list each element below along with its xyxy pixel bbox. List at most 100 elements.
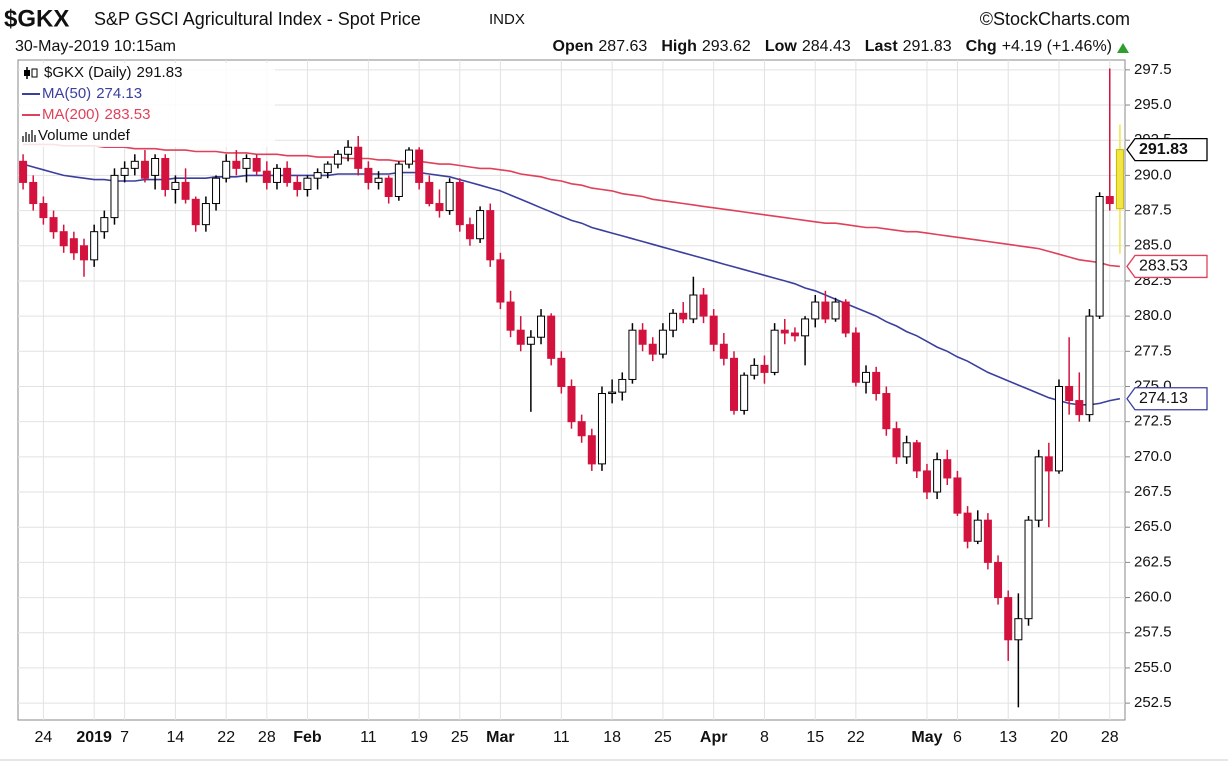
y-tick-label: 255.0 bbox=[1134, 659, 1172, 676]
legend-icon bbox=[28, 134, 30, 142]
candle-body bbox=[303, 177, 312, 190]
legend-icon bbox=[34, 135, 36, 142]
candle-body bbox=[740, 374, 749, 411]
x-tick-label: 18 bbox=[603, 729, 621, 746]
candle-body bbox=[100, 217, 109, 233]
candle-body bbox=[252, 158, 261, 172]
y-tick-label: 272.5 bbox=[1134, 413, 1172, 430]
x-tick-label: 22 bbox=[217, 729, 235, 746]
quote-value: 291.83 bbox=[903, 38, 952, 55]
y-tick-label: 277.5 bbox=[1134, 342, 1172, 359]
candle-body bbox=[476, 210, 485, 240]
candle-body bbox=[902, 442, 911, 458]
y-tick-label: 267.5 bbox=[1134, 483, 1172, 500]
candle-body bbox=[283, 167, 292, 183]
candle-body bbox=[557, 357, 566, 387]
x-tick-label: 14 bbox=[167, 729, 185, 746]
candle-body bbox=[994, 561, 1003, 599]
candle-body bbox=[323, 163, 332, 174]
quote-label: Last bbox=[865, 38, 899, 55]
candle-body bbox=[872, 371, 881, 395]
legend-bg bbox=[20, 63, 275, 147]
candle-body bbox=[19, 160, 28, 183]
exchange: INDX bbox=[489, 11, 525, 28]
candle-body bbox=[648, 343, 657, 355]
candle-body bbox=[49, 217, 58, 233]
candle-body bbox=[313, 172, 322, 179]
candle-body bbox=[364, 167, 373, 183]
y-tick-label: 290.0 bbox=[1134, 166, 1172, 183]
quote-row: Open 287.63 High 293.62 Low 284.43 Last 291.83 C… bbox=[553, 38, 1113, 55]
x-tick-label: 2019 bbox=[76, 729, 112, 746]
legend-icon bbox=[31, 130, 33, 142]
candle-body bbox=[719, 343, 728, 359]
ma-line bbox=[23, 143, 1120, 268]
candle-body bbox=[943, 459, 952, 479]
candle-body bbox=[415, 149, 424, 183]
candle-body bbox=[191, 198, 200, 226]
y-tick-label: 287.5 bbox=[1134, 202, 1172, 219]
x-tick-label: Apr bbox=[700, 729, 728, 746]
candle-body bbox=[293, 181, 302, 190]
candle-body bbox=[151, 158, 160, 176]
ma-lines bbox=[22, 143, 1121, 406]
candle-body bbox=[405, 149, 414, 165]
candle-body bbox=[1034, 456, 1043, 521]
candle-body bbox=[1004, 597, 1013, 641]
candle-body bbox=[892, 428, 901, 458]
candle-body bbox=[333, 153, 342, 165]
candle-body bbox=[597, 393, 606, 465]
legend-name: MA(200) bbox=[42, 106, 100, 123]
legend-entry: $GKX (Daily) 291.83 bbox=[44, 64, 182, 81]
y-tick-label: 270.0 bbox=[1134, 448, 1172, 465]
candle-body bbox=[140, 160, 149, 179]
x-tick-label: 7 bbox=[120, 729, 129, 746]
candle-body bbox=[222, 160, 231, 179]
legend-icon bbox=[24, 70, 30, 76]
candle-body bbox=[1024, 519, 1033, 620]
candle-body bbox=[120, 167, 129, 176]
candle-body bbox=[272, 167, 281, 183]
candle-body bbox=[69, 238, 78, 254]
candle-body bbox=[455, 181, 464, 226]
candle-body bbox=[912, 442, 921, 472]
candle-body bbox=[567, 385, 576, 423]
x-tick-label: 11 bbox=[553, 729, 570, 746]
y-tick-label: 252.5 bbox=[1134, 694, 1172, 711]
x-tick-label: 24 bbox=[34, 729, 52, 746]
candle-body bbox=[760, 364, 769, 373]
candle-body bbox=[587, 435, 596, 465]
candle-body bbox=[537, 315, 546, 338]
candle-body bbox=[29, 181, 38, 205]
value-box-label: 283.53 bbox=[1139, 258, 1188, 275]
quote-value: 284.43 bbox=[802, 38, 851, 55]
candles bbox=[19, 68, 1124, 708]
legend-entry: MA(200) 283.53 bbox=[42, 106, 150, 123]
candle-body bbox=[973, 519, 982, 542]
plot-frame bbox=[17, 59, 1126, 721]
candle-body bbox=[486, 210, 495, 261]
candle-body bbox=[374, 177, 383, 183]
candle-body bbox=[1105, 196, 1114, 205]
chart-title: S&P GSCI Agricultural Index - Spot Price bbox=[94, 9, 421, 29]
candle-body bbox=[669, 312, 678, 331]
y-tick-label: 285.0 bbox=[1134, 237, 1172, 254]
candle-body bbox=[933, 459, 942, 493]
y-tick-label: 257.5 bbox=[1134, 624, 1172, 641]
candle-body bbox=[435, 203, 444, 212]
candle-body bbox=[516, 329, 525, 345]
x-tick-label: 13 bbox=[999, 729, 1017, 746]
candle-body bbox=[39, 203, 48, 219]
candle-body bbox=[354, 146, 363, 169]
quote-value: +4.19 (+1.46%) bbox=[1002, 38, 1112, 55]
candle-body bbox=[130, 160, 139, 169]
candle-body bbox=[110, 174, 119, 219]
candle-body bbox=[526, 336, 535, 345]
candle-body bbox=[689, 294, 698, 320]
candle-body bbox=[80, 245, 89, 261]
legend-entry: Volume undef bbox=[38, 127, 131, 144]
x-tick-label: May bbox=[911, 729, 942, 746]
y-tick-label: 297.5 bbox=[1134, 61, 1172, 78]
candle-body bbox=[445, 181, 454, 212]
